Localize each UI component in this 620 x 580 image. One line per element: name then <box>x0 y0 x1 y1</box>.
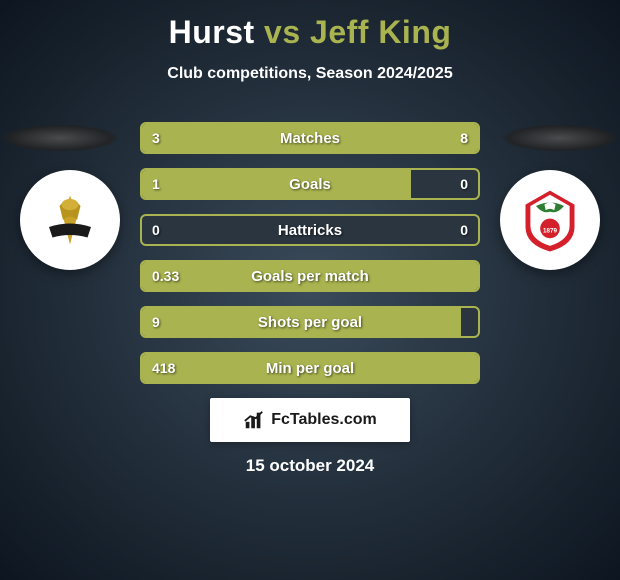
stat-right-value <box>458 308 478 336</box>
stat-row-matches: 3 Matches 8 <box>140 122 480 154</box>
comparison-title: Hurst vs Jeff King <box>0 0 620 51</box>
stat-right-value: 0 <box>450 216 478 244</box>
stat-row-min-per-goal: 418 Min per goal <box>140 352 480 384</box>
stat-label: Matches <box>142 124 478 152</box>
stat-row-hattricks: 0 Hattricks 0 <box>140 214 480 246</box>
date-text: 15 october 2024 <box>0 456 620 476</box>
stat-row-shots-per-goal: 9 Shots per goal <box>140 306 480 338</box>
stat-label: Goals <box>142 170 478 198</box>
stat-row-goals-per-match: 0.33 Goals per match <box>140 260 480 292</box>
plinth-right <box>500 124 620 152</box>
chart-icon <box>243 409 265 431</box>
stat-right-value: 0 <box>450 170 478 198</box>
vs-text: vs <box>264 14 301 50</box>
source-text: FcTables.com <box>271 411 377 429</box>
stat-rows: 3 Matches 8 1 Goals 0 0 Hattricks 0 0.33… <box>140 122 480 398</box>
stat-label: Goals per match <box>142 262 478 290</box>
svg-text:1879: 1879 <box>543 228 558 235</box>
subtitle: Club competitions, Season 2024/2025 <box>0 65 620 83</box>
player-right-name: Jeff King <box>310 14 451 50</box>
source-badge: FcTables.com <box>210 398 410 442</box>
stat-right-value <box>458 354 478 382</box>
stat-label: Hattricks <box>142 216 478 244</box>
doncaster-crest-icon <box>35 185 105 255</box>
stat-right-value: 8 <box>450 124 478 152</box>
player-left-name: Hurst <box>169 14 255 50</box>
plinth-left <box>0 124 120 152</box>
swindon-crest-icon: 1879 <box>515 185 585 255</box>
stat-right-value <box>458 262 478 290</box>
stat-label: Min per goal <box>142 354 478 382</box>
stat-row-goals: 1 Goals 0 <box>140 168 480 200</box>
club-crest-right: 1879 <box>500 170 600 270</box>
stat-label: Shots per goal <box>142 308 478 336</box>
club-crest-left <box>20 170 120 270</box>
